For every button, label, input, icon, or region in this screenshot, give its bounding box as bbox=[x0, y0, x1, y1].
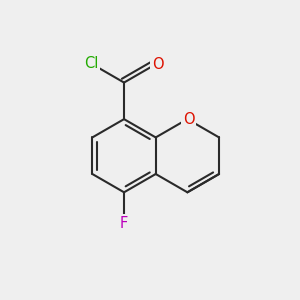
Text: O: O bbox=[152, 57, 164, 72]
Text: Cl: Cl bbox=[84, 56, 98, 70]
Text: F: F bbox=[120, 216, 128, 231]
Text: O: O bbox=[183, 112, 194, 127]
